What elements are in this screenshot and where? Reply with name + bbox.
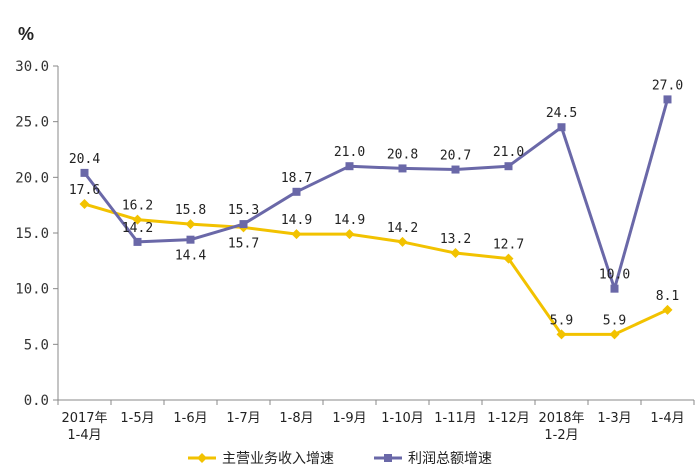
data-label: 5.9 <box>550 313 573 328</box>
data-point <box>398 164 407 173</box>
data-label: 27.0 <box>652 78 683 93</box>
x-tick-label: 1-4月 <box>650 411 684 426</box>
legend-marker <box>197 453 207 463</box>
x-tick-label: 1-3月 <box>597 411 631 426</box>
data-point <box>504 162 513 171</box>
data-label: 15.8 <box>175 203 206 218</box>
data-label: 5.9 <box>603 313 626 328</box>
data-label: 13.2 <box>440 232 471 247</box>
legend-label: 主营业务收入增速 <box>222 451 334 467</box>
data-point <box>556 329 567 340</box>
y-tick-label: 20.0 <box>15 170 49 186</box>
data-point <box>451 165 460 174</box>
x-tick-label: 1-11月 <box>434 411 477 426</box>
y-tick-label: 15.0 <box>15 226 49 242</box>
data-point <box>79 199 90 210</box>
data-point <box>291 229 302 240</box>
data-point <box>662 304 673 315</box>
data-label: 20.8 <box>387 147 418 162</box>
series-line <box>83 98 669 291</box>
data-label: 10.0 <box>599 268 630 283</box>
y-tick-label: 0.0 <box>24 393 49 409</box>
x-tick-label: 1-8月 <box>279 411 313 426</box>
legend-marker <box>384 454 392 462</box>
data-label: 20.7 <box>440 149 471 164</box>
data-label: 21.0 <box>493 145 524 160</box>
x-tick-label: 1-10月 <box>381 411 424 426</box>
x-tick-label: 1-7月 <box>226 411 260 426</box>
data-point <box>185 219 196 230</box>
data-label: 18.7 <box>281 171 312 186</box>
data-point <box>610 284 619 293</box>
data-label: 21.0 <box>334 145 365 160</box>
data-label: 12.7 <box>493 238 524 253</box>
y-axis: 0.0 5.0 10.0 15.0 20.0 25.0 30.0 <box>15 59 59 409</box>
x-tick-label: 1-6月 <box>173 411 207 426</box>
y-unit-label: % <box>18 24 34 44</box>
data-label: 15.3 <box>228 203 259 218</box>
series-layer <box>79 95 673 340</box>
y-tick-label: 5.0 <box>24 337 49 353</box>
y-tick-label: 25.0 <box>15 115 49 131</box>
data-label: 17.6 <box>69 183 100 198</box>
data-point <box>344 229 355 240</box>
data-label: 14.9 <box>334 213 365 228</box>
data-point <box>450 248 461 259</box>
data-label: 15.7 <box>228 236 259 251</box>
data-point <box>239 220 248 229</box>
data-label: 14.2 <box>387 221 418 236</box>
data-point <box>292 187 301 196</box>
data-point <box>397 236 408 247</box>
series-line <box>84 202 669 336</box>
data-point <box>345 162 354 171</box>
data-label: 8.1 <box>656 289 679 304</box>
data-point <box>609 329 620 340</box>
data-label: 24.5 <box>546 106 577 121</box>
data-label: 16.2 <box>122 199 153 214</box>
data-label: 14.4 <box>175 249 206 264</box>
data-label: 14.9 <box>281 213 312 228</box>
x-axis: 2017年 1-4月 1-5月 1-6月 1-7月 1-8月 1-9月 1-10月 1-11月 1… <box>57 399 695 443</box>
data-point <box>557 123 566 132</box>
y-tick-label: 10.0 <box>15 282 49 298</box>
x-tick-label: 1-12月 <box>487 411 530 426</box>
data-label: 20.4 <box>69 152 100 167</box>
data-point <box>132 214 143 225</box>
data-point <box>80 168 89 177</box>
legend: 主营业务收入增速 利润总额增速 <box>188 451 492 467</box>
x-tick-label: 1-9月 <box>332 411 366 426</box>
legend-label: 利润总额增速 <box>408 451 492 467</box>
x-tick-label: 2018年 1-2月 <box>538 411 584 443</box>
data-point <box>133 237 142 246</box>
data-labels: 17.6 16.2 15.8 15.7 14.9 14.9 14.2 13.2 12.7 5.9 5… <box>69 78 683 328</box>
x-tick-label: 2017年 1-4月 <box>61 411 107 443</box>
data-point <box>663 95 672 104</box>
data-point <box>503 253 514 264</box>
data-point <box>186 235 195 244</box>
x-tick-label: 1-5月 <box>120 411 154 426</box>
y-tick-label: 30.0 <box>15 59 49 75</box>
data-label: 14.2 <box>122 221 153 236</box>
